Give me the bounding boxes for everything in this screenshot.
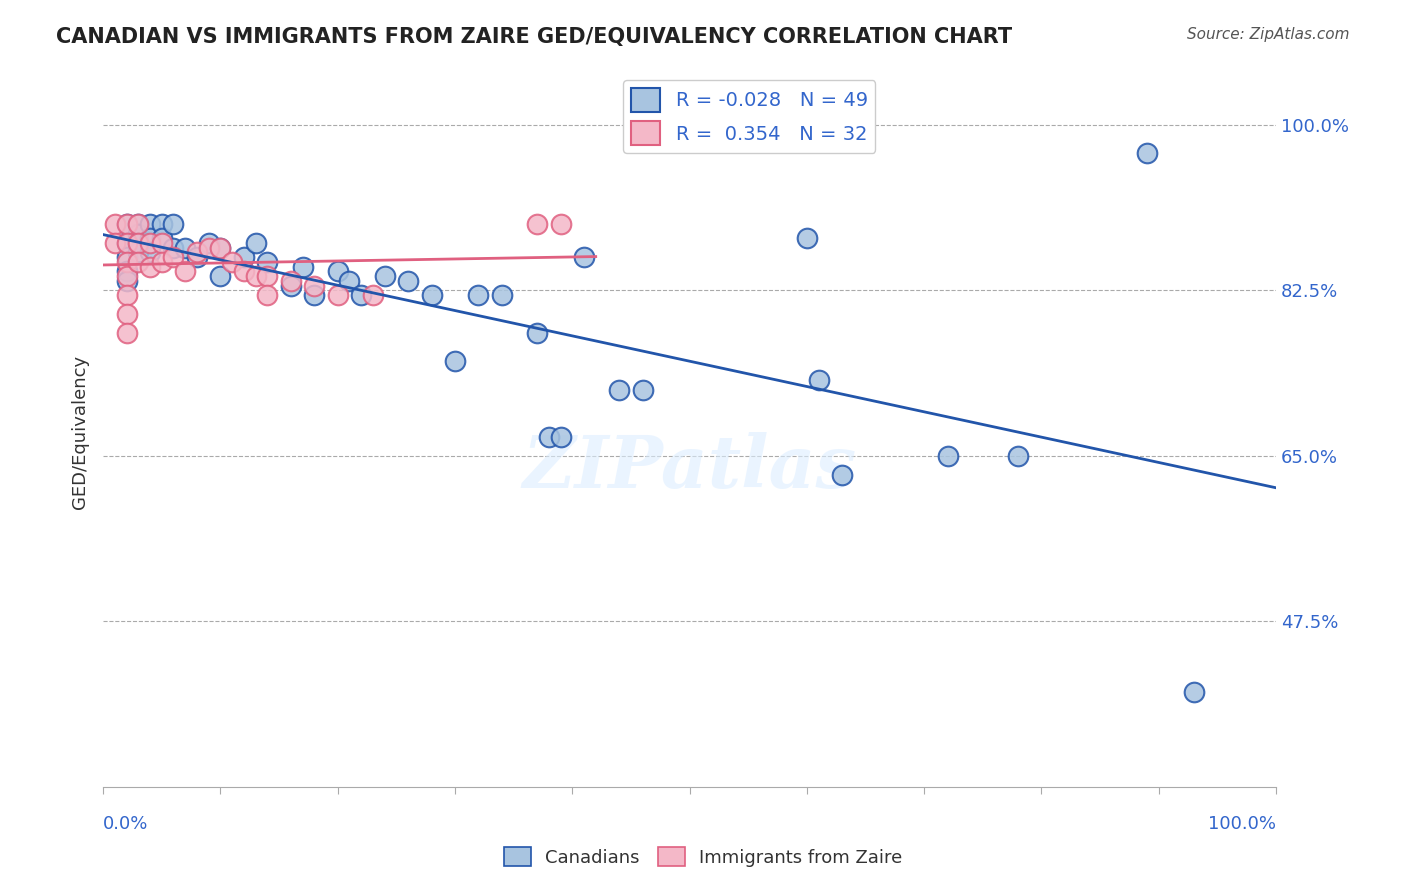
Point (572, 250, 595, 264)
Point (396, 274, 419, 288)
Point (302, 288, 325, 302)
Point (115, 307, 138, 321)
Point (245, 269, 267, 284)
Point (104, 217, 127, 231)
Point (807, 373, 830, 387)
Point (186, 245, 208, 260)
Point (115, 217, 138, 231)
Y-axis label: GED/Equivalency: GED/Equivalency (72, 355, 89, 509)
Point (127, 235, 149, 250)
Point (831, 467, 853, 482)
Point (526, 217, 548, 231)
Point (374, 269, 396, 284)
Point (232, 264, 254, 278)
Point (139, 260, 162, 274)
Point (350, 288, 373, 302)
Point (302, 278, 325, 293)
Point (104, 235, 127, 250)
Point (467, 288, 489, 302)
Point (115, 326, 138, 340)
Point (1007, 449, 1029, 463)
Point (115, 264, 138, 278)
Point (150, 255, 173, 269)
Point (115, 269, 138, 284)
Point (127, 227, 149, 241)
Point (256, 288, 278, 302)
Point (936, 449, 959, 463)
Point (256, 255, 278, 269)
Point (150, 217, 173, 231)
Point (139, 235, 162, 250)
Point (115, 288, 138, 302)
Point (444, 354, 467, 368)
Point (221, 255, 243, 269)
Point (491, 288, 513, 302)
Point (150, 235, 173, 250)
Point (339, 274, 361, 288)
Legend: R = -0.028   N = 49, R =  0.354   N = 32: R = -0.028 N = 49, R = 0.354 N = 32 (623, 80, 876, 153)
Point (550, 217, 572, 231)
Point (280, 274, 302, 288)
Point (796, 231, 818, 245)
Point (115, 255, 138, 269)
Point (127, 217, 149, 231)
Point (162, 217, 184, 231)
Point (209, 241, 232, 255)
Point (232, 250, 254, 264)
Point (537, 430, 560, 444)
Point (326, 264, 349, 278)
Point (115, 235, 138, 250)
Point (115, 217, 138, 231)
Point (127, 235, 149, 250)
Point (1136, 146, 1159, 161)
Text: CANADIAN VS IMMIGRANTS FROM ZAIRE GED/EQUIVALENCY CORRELATION CHART: CANADIAN VS IMMIGRANTS FROM ZAIRE GED/EQ… (56, 27, 1012, 46)
Point (127, 245, 149, 260)
Point (174, 264, 197, 278)
Legend: Canadians, Immigrants from Zaire: Canadians, Immigrants from Zaire (496, 840, 910, 874)
Point (162, 250, 184, 264)
Point (326, 288, 349, 302)
Point (186, 250, 208, 264)
Point (150, 231, 173, 245)
Point (526, 326, 548, 340)
Text: Source: ZipAtlas.com: Source: ZipAtlas.com (1187, 27, 1350, 42)
Point (280, 278, 302, 293)
Point (256, 269, 278, 284)
Point (1182, 685, 1205, 699)
Point (127, 217, 149, 231)
Point (115, 274, 138, 288)
Text: ZIPatlas: ZIPatlas (523, 432, 856, 503)
Point (631, 383, 654, 397)
Text: 0.0%: 0.0% (103, 815, 149, 833)
Point (209, 241, 232, 255)
Point (420, 288, 443, 302)
Point (139, 231, 162, 245)
Point (550, 430, 572, 444)
Point (115, 250, 138, 264)
Point (361, 288, 384, 302)
Point (291, 260, 314, 274)
Point (139, 217, 162, 231)
Point (245, 235, 267, 250)
Point (174, 241, 197, 255)
Point (162, 241, 184, 255)
Point (209, 269, 232, 284)
Text: 100.0%: 100.0% (1208, 815, 1277, 833)
Point (115, 235, 138, 250)
Point (197, 241, 219, 255)
Point (607, 383, 630, 397)
Point (139, 245, 162, 260)
Point (127, 255, 149, 269)
Point (197, 235, 219, 250)
